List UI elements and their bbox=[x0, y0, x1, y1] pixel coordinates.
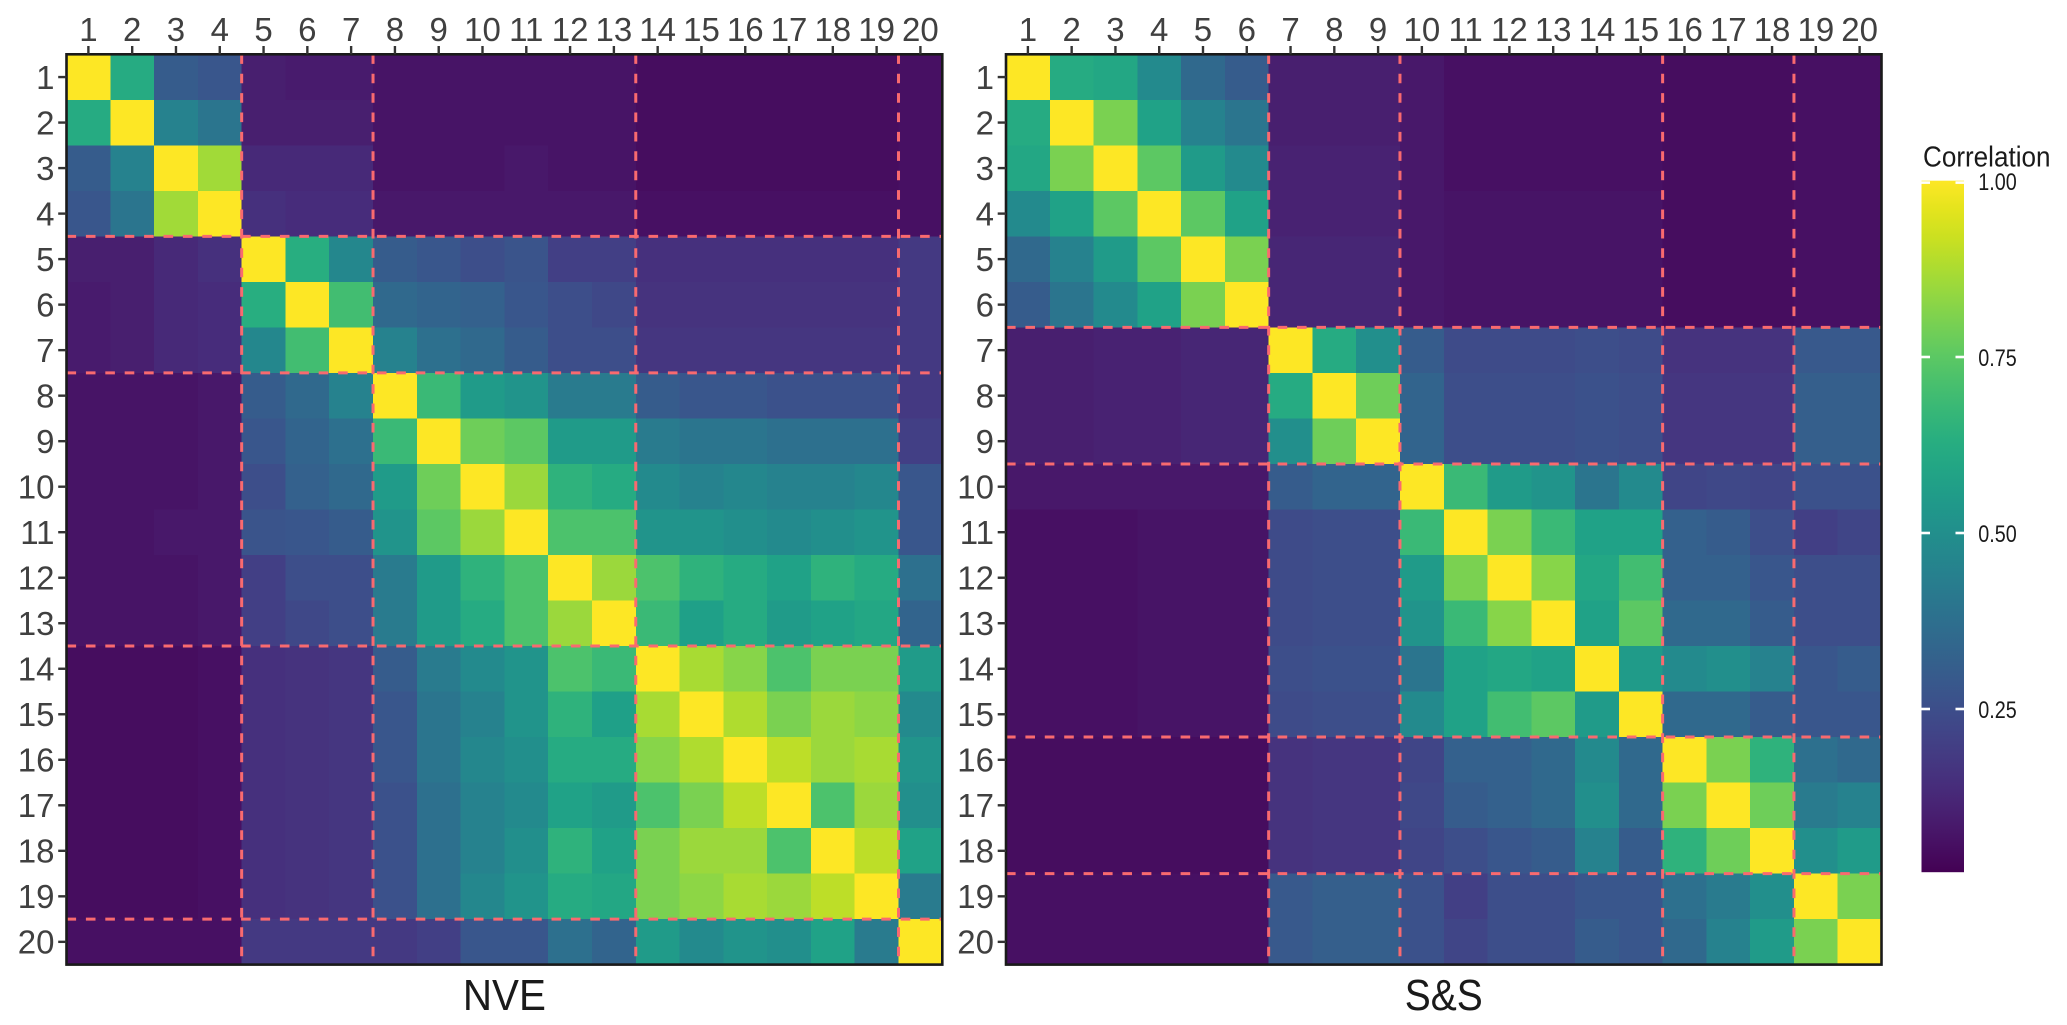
svg-text:14: 14 bbox=[18, 650, 55, 687]
svg-text:7: 7 bbox=[1281, 11, 1299, 48]
svg-text:15: 15 bbox=[683, 11, 720, 48]
svg-text:17: 17 bbox=[18, 787, 55, 824]
svg-text:17: 17 bbox=[1710, 11, 1747, 48]
svg-text:7: 7 bbox=[36, 332, 54, 369]
svg-text:11: 11 bbox=[1449, 11, 1483, 48]
svg-text:1: 1 bbox=[79, 11, 97, 48]
svg-text:9: 9 bbox=[36, 423, 54, 460]
svg-text:8: 8 bbox=[1325, 11, 1343, 48]
svg-text:4: 4 bbox=[1150, 11, 1168, 48]
svg-text:13: 13 bbox=[957, 605, 994, 642]
svg-text:4: 4 bbox=[976, 195, 994, 232]
svg-text:19: 19 bbox=[858, 11, 895, 48]
svg-text:16: 16 bbox=[1666, 11, 1703, 48]
svg-text:5: 5 bbox=[254, 11, 272, 48]
svg-text:8: 8 bbox=[386, 11, 404, 48]
svg-text:6: 6 bbox=[976, 286, 994, 323]
svg-text:3: 3 bbox=[167, 11, 185, 48]
svg-text:20: 20 bbox=[1841, 11, 1878, 48]
svg-text:7: 7 bbox=[976, 332, 994, 369]
svg-text:1.00: 1.00 bbox=[1978, 169, 2017, 196]
svg-text:15: 15 bbox=[957, 696, 994, 733]
svg-text:10: 10 bbox=[1404, 11, 1441, 48]
svg-text:Correlation: Correlation bbox=[1923, 142, 2051, 174]
svg-text:14: 14 bbox=[1579, 11, 1616, 48]
svg-text:10: 10 bbox=[957, 468, 994, 505]
svg-text:10: 10 bbox=[18, 468, 55, 505]
svg-text:18: 18 bbox=[18, 833, 55, 870]
svg-text:15: 15 bbox=[18, 696, 55, 733]
svg-text:5: 5 bbox=[36, 241, 54, 278]
svg-text:9: 9 bbox=[430, 11, 448, 48]
svg-text:0.25: 0.25 bbox=[1978, 697, 2017, 724]
svg-text:18: 18 bbox=[1754, 11, 1791, 48]
svg-text:20: 20 bbox=[902, 11, 939, 48]
svg-text:12: 12 bbox=[552, 11, 589, 48]
svg-text:6: 6 bbox=[36, 286, 54, 323]
svg-text:16: 16 bbox=[957, 741, 994, 778]
svg-text:7: 7 bbox=[342, 11, 360, 48]
svg-text:5: 5 bbox=[1194, 11, 1212, 48]
svg-text:16: 16 bbox=[727, 11, 764, 48]
svg-text:14: 14 bbox=[639, 11, 676, 48]
svg-text:9: 9 bbox=[976, 423, 994, 460]
svg-text:1: 1 bbox=[976, 59, 994, 96]
svg-text:10: 10 bbox=[464, 11, 501, 48]
svg-text:13: 13 bbox=[1535, 11, 1572, 48]
svg-text:13: 13 bbox=[596, 11, 633, 48]
svg-text:20: 20 bbox=[957, 924, 994, 961]
svg-text:13: 13 bbox=[18, 605, 55, 642]
svg-text:5: 5 bbox=[976, 241, 994, 278]
svg-text:S&S: S&S bbox=[1405, 971, 1483, 1020]
svg-text:11: 11 bbox=[20, 514, 54, 551]
svg-text:16: 16 bbox=[18, 741, 55, 778]
svg-text:2: 2 bbox=[36, 104, 54, 141]
svg-text:4: 4 bbox=[211, 11, 229, 48]
svg-text:2: 2 bbox=[976, 104, 994, 141]
svg-text:14: 14 bbox=[957, 650, 994, 687]
svg-text:3: 3 bbox=[36, 150, 54, 187]
svg-text:11: 11 bbox=[960, 514, 994, 551]
svg-text:17: 17 bbox=[957, 787, 994, 824]
svg-text:12: 12 bbox=[957, 559, 994, 596]
svg-text:12: 12 bbox=[18, 559, 55, 596]
svg-text:17: 17 bbox=[771, 11, 808, 48]
svg-text:11: 11 bbox=[509, 11, 543, 48]
svg-text:19: 19 bbox=[18, 878, 55, 915]
svg-text:0.50: 0.50 bbox=[1978, 521, 2017, 548]
svg-text:0.75: 0.75 bbox=[1978, 345, 2017, 372]
svg-text:6: 6 bbox=[1238, 11, 1256, 48]
svg-text:19: 19 bbox=[957, 878, 994, 915]
svg-text:6: 6 bbox=[298, 11, 316, 48]
svg-text:18: 18 bbox=[957, 833, 994, 870]
svg-text:15: 15 bbox=[1622, 11, 1659, 48]
svg-text:8: 8 bbox=[976, 377, 994, 414]
svg-text:3: 3 bbox=[1106, 11, 1124, 48]
svg-text:1: 1 bbox=[1019, 11, 1037, 48]
svg-text:2: 2 bbox=[123, 11, 141, 48]
svg-text:8: 8 bbox=[36, 377, 54, 414]
svg-text:1: 1 bbox=[36, 59, 54, 96]
svg-text:4: 4 bbox=[36, 195, 54, 232]
svg-text:3: 3 bbox=[976, 150, 994, 187]
svg-text:2: 2 bbox=[1062, 11, 1080, 48]
svg-text:12: 12 bbox=[1491, 11, 1528, 48]
svg-text:NVE: NVE bbox=[463, 971, 546, 1020]
svg-text:18: 18 bbox=[814, 11, 851, 48]
svg-text:20: 20 bbox=[18, 924, 55, 961]
svg-text:9: 9 bbox=[1369, 11, 1387, 48]
svg-text:19: 19 bbox=[1797, 11, 1834, 48]
